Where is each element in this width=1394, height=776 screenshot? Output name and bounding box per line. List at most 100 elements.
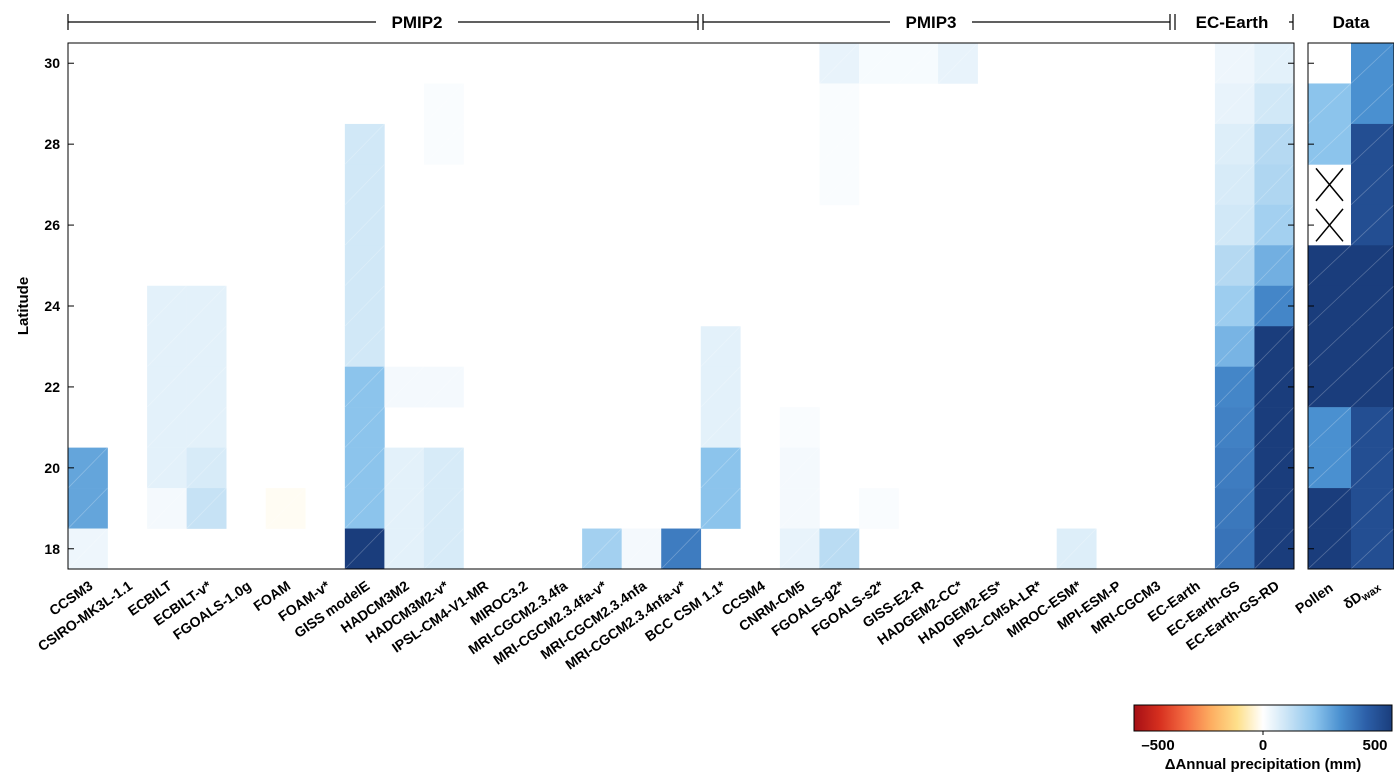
data-cell: [1351, 528, 1394, 570]
cell-diagonal: [1056, 528, 1097, 570]
data-cell: [1308, 366, 1352, 408]
heatmap-cell: [819, 164, 860, 206]
colorbar-tick-zero-label: 0: [1259, 737, 1267, 754]
data-cell: [1351, 164, 1394, 206]
heatmap-cell: [384, 488, 425, 529]
cell-diagonal: [819, 164, 860, 206]
heatmap-cell: [1254, 83, 1295, 125]
cell-diagonal: [1254, 245, 1295, 287]
data-cell: [1351, 245, 1394, 287]
cell-diagonal: [1214, 245, 1255, 287]
cell-diagonal: [344, 447, 385, 489]
data-cell: [1308, 83, 1352, 125]
cell-diagonal: [1254, 123, 1295, 165]
cell-diagonal: [1254, 447, 1295, 489]
heatmap-cell: [186, 366, 227, 408]
y-axis-ticks: 30 28 26 24 22 20 18: [44, 55, 1314, 557]
heatmap-cell: [1214, 447, 1255, 489]
data-cell: [1351, 366, 1394, 408]
cell-diagonal: [344, 325, 385, 367]
heatmap-cell: [344, 488, 385, 529]
heatmap-cell: [1254, 447, 1295, 489]
heatmap-cell: [1254, 407, 1295, 448]
data-cell: [1308, 285, 1352, 327]
cell-diagonal: [1307, 447, 1352, 489]
group-label-pmip2: PMIP2: [391, 13, 442, 32]
cell-diagonal: [700, 487, 741, 529]
y-tick-label: 20: [44, 460, 60, 476]
heatmap-cell: [1214, 83, 1255, 125]
cell-diagonal: [1214, 366, 1255, 408]
heatmap-cell: [344, 245, 385, 287]
heatmap-cell: [779, 528, 820, 570]
cell-diagonal: [344, 204, 385, 246]
cell-diagonal: [423, 366, 464, 408]
cell-diagonal: [1350, 447, 1394, 489]
data-col-label-dd-wax: δDwax: [1340, 576, 1384, 615]
heatmap-cell: [700, 366, 741, 408]
heatmap-cell: [819, 83, 860, 125]
heatmap-cell: [423, 123, 464, 165]
y-tick-label: 30: [44, 55, 60, 71]
cell-diagonal: [1350, 487, 1394, 529]
heatmap-cell: [344, 164, 385, 206]
data-panel-title: Data: [1333, 13, 1370, 32]
heatmap-cell: [68, 447, 108, 489]
cell-diagonal: [1214, 325, 1255, 367]
heatmap-cell: [186, 407, 227, 448]
cell-diagonal: [344, 487, 385, 529]
heatmap-cell: [700, 326, 741, 367]
cell-diagonal: [1254, 42, 1295, 84]
heatmap-cell: [1214, 245, 1255, 287]
cell-diagonal: [660, 528, 702, 570]
heatmap-cell: [1214, 285, 1255, 327]
heatmap-cell: [423, 528, 464, 570]
cell-diagonal: [344, 528, 385, 570]
cell-diagonal: [1214, 528, 1255, 570]
cell-diagonal: [344, 164, 385, 206]
heatmap-cell: [1214, 366, 1255, 408]
colorbar-label-text: Annual precipitation (mm): [1175, 756, 1361, 773]
heatmap-cell: [1254, 285, 1295, 327]
heatmap-cell: [423, 447, 464, 489]
main-panel-frame: [67, 42, 1295, 570]
cell-diagonal: [1254, 164, 1295, 206]
cell-diagonal: [67, 528, 108, 570]
heatmap-cell: [186, 447, 227, 489]
cell-diagonal: [1254, 487, 1295, 529]
heatmap-cell: [819, 123, 860, 165]
cell-diagonal: [779, 528, 820, 570]
cell-diagonal: [1214, 285, 1255, 327]
heatmap-cell: [1056, 528, 1097, 570]
cell-diagonal: [67, 447, 108, 489]
heatmap-cell: [186, 326, 227, 367]
cell-diagonal: [819, 528, 860, 570]
y-axis-label: Latitude: [15, 277, 32, 335]
heatmap-cell: [1254, 164, 1295, 206]
colorbar-tick-min: –500: [1141, 737, 1174, 754]
cell-diagonal: [146, 366, 187, 408]
cell-diagonal: [1307, 245, 1352, 287]
cell-diagonal: [423, 83, 464, 125]
cell-diagonal: [423, 123, 464, 165]
heatmap-cell: [384, 447, 425, 489]
data-cell: [1308, 488, 1352, 529]
data-cell: [1351, 407, 1394, 448]
cell-diagonal: [1350, 164, 1394, 206]
heatmap-cell: [1254, 326, 1295, 367]
heatmap-cell: [423, 83, 464, 125]
heatmap-cell: [68, 488, 108, 529]
cell-diagonal: [1307, 83, 1352, 125]
colorbar-label: ΔAnnual precipitation (mm): [1165, 756, 1362, 773]
heatmap-cell: [147, 326, 187, 367]
cell-diagonal: [186, 325, 227, 367]
heatmap-cell: [1214, 528, 1255, 570]
cell-diagonal: [1307, 285, 1352, 327]
y-tick-label: 26: [44, 217, 60, 233]
heatmap-cell: [938, 43, 978, 84]
heatmap-cell: [68, 528, 108, 570]
heatmap-cell: [344, 285, 385, 327]
cell-diagonal: [344, 245, 385, 287]
heatmap-cell: [344, 528, 385, 570]
heatmap-cell: [1214, 326, 1255, 367]
